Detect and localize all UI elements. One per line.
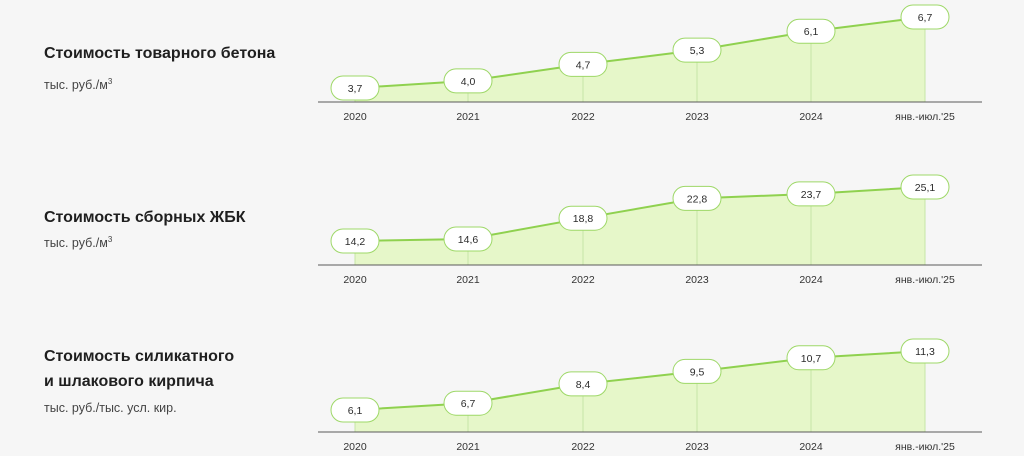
x-tick-label: 2023 (685, 441, 709, 453)
data-label: 5,3 (690, 45, 705, 57)
data-point: 6,1 (330, 397, 380, 423)
chart-title-line: Стоимость силикатного (44, 348, 235, 365)
x-tick-label: янв.-июл.'25 (895, 274, 955, 286)
x-tick-label: янв.-июл.'25 (895, 111, 955, 123)
data-label: 6,7 (461, 398, 476, 410)
data-label: 18,8 (573, 213, 594, 225)
panel-concrete: Стоимость товарного бетона тыс. руб./м3 … (0, 0, 1024, 152)
chart-title: Стоимость силикатного и шлакового кирпич… (44, 344, 234, 394)
data-point: 4,7 (558, 51, 608, 77)
data-label: 6,1 (348, 405, 363, 417)
data-point: 14,6 (443, 226, 493, 252)
data-label: 14,6 (458, 234, 479, 246)
data-label: 14,2 (345, 236, 366, 248)
x-tick-label: 2024 (799, 441, 823, 453)
data-label-pill (330, 397, 380, 423)
unit-base: тыс. руб./м (44, 236, 108, 250)
data-label-pill (786, 18, 836, 44)
data-point: 14,2 (330, 228, 380, 254)
data-label-pill (558, 51, 608, 77)
x-tick-label: 2020 (343, 274, 367, 286)
x-tick-label: 2020 (343, 441, 367, 453)
data-point: 3,7 (330, 75, 380, 101)
data-label-pill (786, 345, 836, 371)
data-label: 4,7 (576, 59, 591, 71)
data-label-pill (443, 68, 493, 94)
x-tick-label: 2021 (456, 441, 480, 453)
area-fill (355, 351, 925, 432)
x-tick-label: 2021 (456, 111, 480, 123)
data-label-pill (672, 358, 722, 384)
data-label-pill (330, 228, 380, 254)
chart-title: Стоимость товарного бетона (44, 41, 275, 66)
panel-precast: Стоимость сборных ЖБК тыс. руб./м3 2020 2… (0, 152, 1024, 304)
data-label: 10,7 (801, 353, 822, 365)
unit-base: тыс. руб./тыс. усл. кир. (44, 401, 177, 415)
data-label-pill (443, 226, 493, 252)
area-fill (355, 187, 925, 265)
data-point: 8,4 (558, 371, 608, 397)
data-point: 6,1 (786, 18, 836, 44)
chart-title: Стоимость сборных ЖБК (44, 205, 246, 230)
data-label: 25,1 (915, 182, 936, 194)
data-label-pill (786, 181, 836, 207)
unit-label: тыс. руб./м3 (44, 234, 113, 250)
data-point: 11,3 (900, 338, 950, 364)
data-point: 18,8 (558, 205, 608, 231)
data-point: 22,8 (672, 185, 722, 211)
chart-title-line: Стоимость сборных ЖБК (44, 209, 246, 226)
data-label-pill (558, 205, 608, 231)
x-tick-label: 2020 (343, 111, 367, 123)
data-label-pill (330, 75, 380, 101)
x-tick-label: 2024 (799, 274, 823, 286)
data-label: 23,7 (801, 189, 822, 201)
chart-brick: 2020 2021 2022 2023 2024 янв.-июл.'25 6,1 6,7 8,… (318, 338, 982, 453)
x-tick-label: 2021 (456, 274, 480, 286)
x-tick-label: 2022 (571, 111, 595, 123)
data-label-pill (443, 390, 493, 416)
chart-precast: 2020 2021 2022 2023 2024 янв.-июл.'25 14,2 14,6… (318, 174, 982, 286)
x-tick-label: 2024 (799, 111, 823, 123)
unit-label: тыс. руб./тыс. усл. кир. (44, 401, 177, 415)
data-label-pill (672, 37, 722, 63)
unit-superscript: 3 (107, 234, 113, 244)
data-label: 11,3 (915, 346, 935, 358)
data-point: 9,5 (672, 358, 722, 384)
chart-concrete: 2020 2021 2022 2023 2024 янв.-июл.'25 3,7 4,0 4,… (318, 4, 982, 123)
data-label: 6,1 (804, 26, 819, 38)
data-point: 6,7 (443, 390, 493, 416)
data-point: 25,1 (900, 174, 950, 200)
data-label: 22,8 (687, 193, 708, 205)
data-point: 10,7 (786, 345, 836, 371)
data-point: 23,7 (786, 181, 836, 207)
data-point: 4,0 (443, 68, 493, 94)
panel-brick: Стоимость силикатного и шлакового кирпич… (0, 304, 1024, 456)
data-label: 9,5 (690, 366, 705, 378)
chart-title-line: и шлакового кирпича (44, 373, 214, 390)
unit-base: тыс. руб./м (44, 78, 108, 92)
x-tick-label: янв.-июл.'25 (895, 441, 955, 453)
x-tick-label: 2022 (571, 441, 595, 453)
data-label-pill (900, 174, 950, 200)
data-label: 8,4 (576, 379, 591, 391)
x-tick-label: 2023 (685, 111, 709, 123)
chart-title-line: Стоимость товарного бетона (44, 45, 276, 62)
area-fill (355, 17, 925, 102)
data-label: 3,7 (348, 83, 363, 95)
x-tick-label: 2022 (571, 274, 595, 286)
x-tick-label: 2023 (685, 274, 709, 286)
data-label: 6,7 (918, 12, 933, 24)
data-point: 6,7 (900, 4, 950, 30)
data-label: 4,0 (461, 76, 476, 88)
data-label-pill (558, 371, 608, 397)
data-label-pill (900, 338, 950, 364)
data-label-pill (900, 4, 950, 30)
unit-label: тыс. руб./м3 (44, 76, 113, 92)
data-label-pill (672, 185, 722, 211)
data-point: 5,3 (672, 37, 722, 63)
unit-superscript: 3 (107, 76, 113, 86)
